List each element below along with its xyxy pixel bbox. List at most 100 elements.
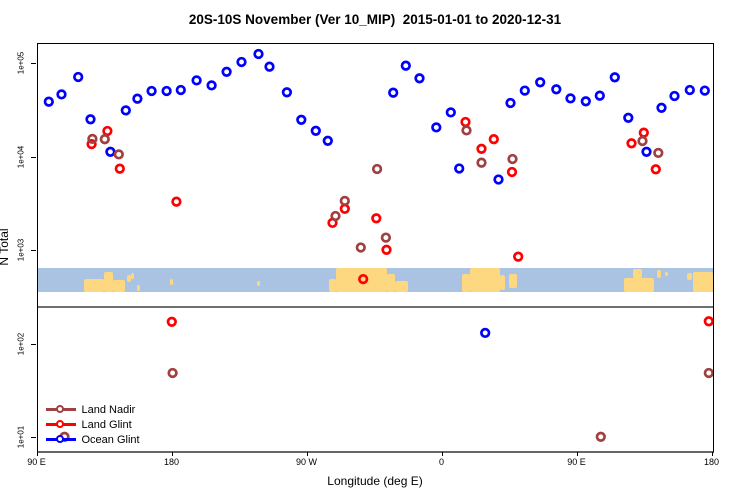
data-point [400, 60, 411, 71]
x-axis-label: Longitude (deg E) [327, 474, 423, 488]
data-point [595, 431, 606, 442]
data-point [479, 327, 490, 339]
plot-area: Land Nadir Land Glint Ocean Glint [36, 43, 714, 453]
data-point [371, 163, 382, 175]
legend-marker-land-nadir [45, 404, 76, 415]
x-tick-label: 90 E [567, 457, 586, 467]
data-point [252, 48, 264, 60]
data-point [512, 251, 523, 262]
y-axis-label: N Total [0, 228, 11, 265]
y-tick-label: 1e+01 [16, 425, 26, 449]
y-tick [31, 250, 36, 251]
legend-item-land-nadir: Land Nadir [45, 402, 140, 417]
data-point [85, 138, 97, 150]
land-patch [103, 271, 113, 292]
data-point [339, 203, 350, 214]
data-point [459, 116, 471, 128]
data-point [445, 107, 456, 118]
x-tick-label: 90 W [295, 457, 318, 467]
data-point [160, 85, 172, 97]
data-point [120, 105, 131, 116]
x-tick [711, 452, 713, 456]
data-point [684, 84, 695, 96]
data-point [235, 56, 247, 68]
land-patch [328, 278, 336, 292]
data-point [357, 273, 368, 285]
x-tick-label: 90 E [27, 457, 46, 467]
data-point [650, 164, 661, 175]
data-point [564, 93, 576, 104]
x-tick-label: 180 [163, 457, 180, 467]
data-point [220, 66, 232, 77]
data-point [131, 93, 143, 104]
y-tick [31, 343, 36, 345]
data-point [355, 242, 366, 253]
data-point [703, 367, 713, 379]
data-point [699, 85, 710, 96]
land-patch [169, 278, 173, 285]
data-point [86, 133, 98, 145]
data-point [84, 114, 96, 125]
data-point [534, 77, 545, 88]
data-point [166, 316, 177, 327]
land-patch [336, 268, 387, 292]
reference-line [37, 306, 713, 309]
data-point [329, 210, 341, 222]
land-patch [633, 269, 642, 278]
data-point [104, 146, 116, 157]
x-tick-label: 180 [703, 457, 720, 467]
land-patch [687, 272, 692, 280]
data-point [281, 87, 292, 98]
y-tick-label: 1e+05 [16, 51, 26, 75]
data-point [475, 157, 487, 168]
data-point [170, 196, 182, 207]
data-point [72, 71, 83, 83]
land-patch [469, 268, 500, 292]
data-point [430, 122, 441, 133]
data-point [640, 146, 652, 157]
data-point [652, 147, 663, 159]
data-point [668, 90, 680, 102]
data-point [295, 114, 306, 125]
land-patch [499, 275, 505, 290]
world-map-band [37, 268, 713, 292]
legend-marker-ocean-glint [45, 434, 76, 445]
data-point [339, 195, 350, 207]
x-tick [306, 452, 308, 456]
land-patch [84, 278, 104, 292]
land-patch [664, 271, 668, 277]
data-point [636, 135, 648, 147]
data-point [519, 85, 530, 96]
legend-label: Land Nadir [81, 403, 136, 416]
data-point [113, 149, 124, 160]
legend-item-land-glint: Land Glint [45, 417, 140, 432]
x-tick [441, 452, 443, 456]
data-point [263, 61, 275, 72]
data-point [101, 125, 113, 137]
legend-marker-land-glint [45, 419, 76, 430]
data-point [166, 367, 178, 379]
legend-circle [55, 435, 64, 443]
data-point [488, 134, 499, 145]
data-point [310, 125, 321, 136]
data-point [145, 85, 157, 97]
data-point [638, 127, 649, 138]
y-tick-label: 1e+03 [16, 238, 26, 262]
data-point [43, 96, 54, 107]
legend-label: Land Glint [81, 418, 132, 431]
data-point [504, 97, 516, 109]
data-point [370, 213, 381, 224]
x-tick [36, 452, 38, 456]
data-point [609, 72, 620, 83]
data-point [205, 80, 217, 91]
x-tick [171, 452, 173, 456]
land-patch [112, 280, 125, 292]
y-tick-label: 1e+02 [16, 332, 26, 355]
y-tick [31, 63, 36, 64]
data-point [114, 163, 125, 174]
land-patch [387, 274, 395, 292]
legend: Land Nadir Land Glint Ocean Glint [45, 402, 140, 447]
data-point [506, 153, 518, 165]
data-point [190, 75, 202, 86]
